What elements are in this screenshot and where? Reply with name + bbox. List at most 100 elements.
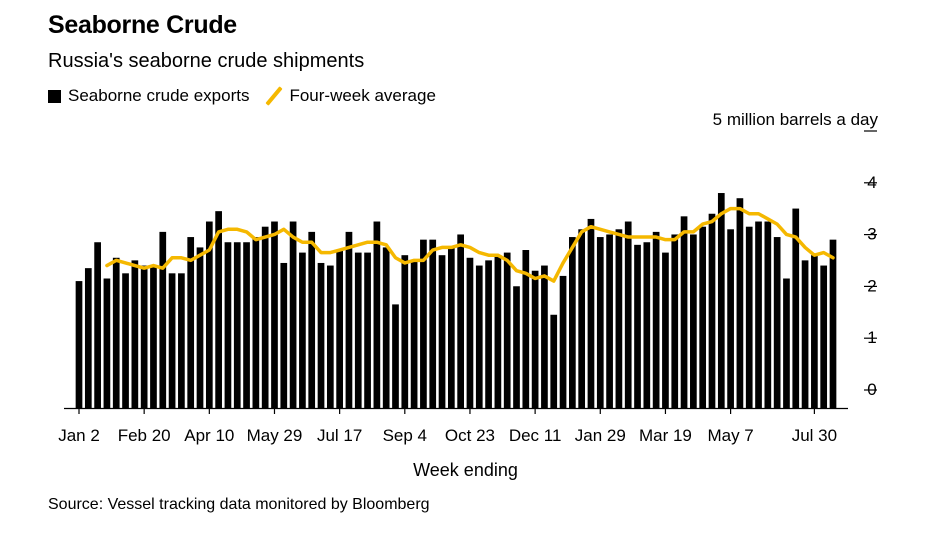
- bar: [299, 252, 306, 408]
- bar: [252, 237, 260, 408]
- bar: [596, 237, 604, 408]
- bar: [317, 262, 325, 408]
- bar: [587, 218, 595, 408]
- bar: [205, 221, 213, 408]
- bar: [475, 265, 483, 408]
- bar: [326, 265, 334, 408]
- y-tick-label: 3: [867, 225, 876, 244]
- x-tick-label: May 29: [247, 426, 303, 445]
- bar: [541, 265, 548, 408]
- bar: [84, 268, 92, 408]
- bar: [159, 231, 167, 408]
- x-axis-ticks: Jan 2 Feb 20 Apr 10 May 29 Jul 17 Sep 4 Oct 23…: [58, 408, 837, 445]
- bar: [801, 260, 809, 408]
- bar: [829, 239, 837, 408]
- bar: [792, 208, 800, 408]
- x-tick-label: Jul 17: [317, 426, 362, 445]
- y-axis-ticks: 0 1 2 3 4 5 million barrels a day: [713, 110, 879, 399]
- bar: [531, 270, 539, 408]
- bar: [336, 250, 343, 408]
- bar: [364, 252, 371, 408]
- bar: [308, 231, 316, 408]
- y-axis-unit-label: 5 million barrels a day: [713, 110, 879, 129]
- bar: [736, 198, 744, 408]
- y-tick-label: 2: [867, 276, 876, 295]
- bar: [429, 239, 437, 408]
- y-tick-label: 4: [867, 173, 876, 192]
- legend-bar-swatch: [48, 89, 61, 103]
- bar: [122, 273, 129, 408]
- bar: [140, 265, 148, 408]
- x-tick-label: Dec 11: [509, 426, 562, 445]
- bar: [178, 273, 185, 408]
- x-tick-label: Oct 23: [445, 426, 495, 445]
- bar: [401, 255, 409, 408]
- bar: [708, 213, 716, 408]
- bar: [447, 247, 455, 408]
- bar: [717, 193, 725, 408]
- bar: [559, 275, 567, 408]
- x-tick-label: Sep 4: [383, 426, 427, 445]
- bar: [410, 260, 418, 408]
- x-tick-label: Jan 2: [58, 426, 100, 445]
- bar: [373, 221, 381, 408]
- bar: [168, 273, 176, 408]
- average-line: [105, 206, 835, 283]
- bar: [94, 242, 101, 408]
- legend: Seaborne crude exports Four-week average: [48, 86, 436, 106]
- bar: [615, 229, 623, 408]
- x-tick-label: Jan 29: [575, 426, 626, 445]
- bar: [671, 234, 679, 408]
- bar-series: [75, 193, 837, 408]
- bar: [652, 231, 660, 408]
- bar: [466, 257, 474, 408]
- bar: [494, 255, 502, 408]
- bar: [811, 255, 818, 408]
- bar: [112, 257, 120, 408]
- bar: [699, 226, 707, 408]
- legend-label-average: Four-week average: [289, 86, 436, 105]
- bar: [503, 252, 511, 408]
- x-tick-label: May 7: [707, 426, 753, 445]
- bar: [522, 250, 530, 408]
- bar: [680, 216, 688, 408]
- bar: [438, 255, 446, 408]
- bar: [820, 265, 828, 408]
- bar: [485, 260, 492, 408]
- bar: [624, 221, 632, 408]
- bar: [392, 304, 399, 408]
- bar: [727, 229, 734, 408]
- chart-title: Seaborne Crude: [48, 11, 237, 39]
- x-tick-label: Jul 30: [792, 426, 837, 445]
- bar: [643, 242, 651, 408]
- x-tick-label: Apr 10: [184, 426, 234, 445]
- x-tick-label: Feb 20: [118, 426, 171, 445]
- y-tick-label: 0: [867, 380, 876, 399]
- bar: [382, 247, 390, 408]
- bar: [354, 252, 362, 408]
- bar: [271, 221, 278, 408]
- bar: [215, 211, 222, 408]
- bar: [261, 226, 269, 408]
- bar: [196, 247, 204, 408]
- bar: [420, 239, 427, 408]
- legend-label-exports: Seaborne crude exports: [68, 86, 250, 105]
- bar: [513, 286, 520, 408]
- bar: [457, 234, 464, 408]
- bar: [187, 237, 195, 408]
- bar: [131, 260, 139, 408]
- x-axis-title: Week ending: [413, 460, 518, 480]
- bar: [345, 231, 353, 408]
- bar: [690, 234, 697, 408]
- bar: [662, 252, 669, 408]
- bar: [764, 221, 772, 408]
- bar: [578, 229, 586, 408]
- bar: [783, 278, 790, 408]
- bar: [289, 221, 297, 408]
- bar: [755, 221, 762, 408]
- bar: [606, 234, 613, 408]
- bar: [773, 237, 781, 408]
- bar: [634, 244, 641, 408]
- bar: [569, 237, 576, 408]
